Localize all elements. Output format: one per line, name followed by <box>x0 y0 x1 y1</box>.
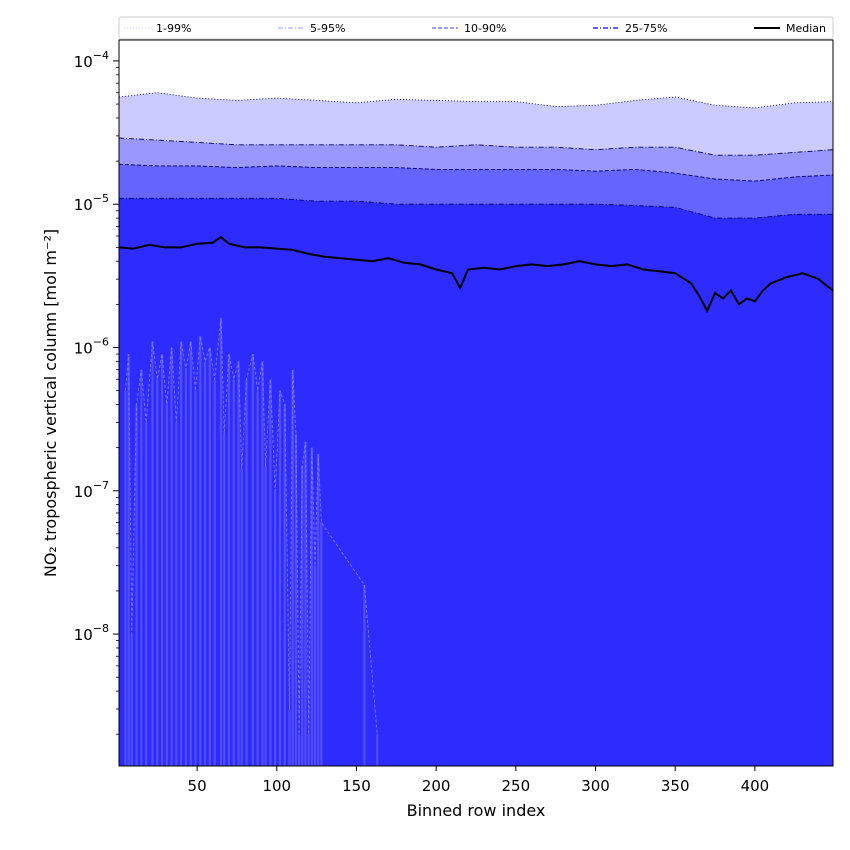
median-layer <box>119 235 833 314</box>
y-tick-label: 10−8 <box>74 622 109 644</box>
band-10-90-edge <box>119 163 833 182</box>
legend-label: 1-99% <box>156 22 191 35</box>
x-tick-label: 400 <box>741 777 770 795</box>
x-tick-label: 250 <box>502 777 531 795</box>
y-tick-label: 10−5 <box>74 192 109 214</box>
legend-label: 10-90% <box>464 22 506 35</box>
x-tick-label: 350 <box>661 777 690 795</box>
low-tail-spikes <box>124 318 379 766</box>
x-tick-label: 100 <box>262 777 291 795</box>
legend-item: 10-90% <box>432 22 506 35</box>
band-5-95-edge <box>119 137 833 156</box>
plot-frame <box>118 39 834 767</box>
x-axis: 50 100 150 200 250 300 350 400 <box>188 766 770 795</box>
x-tick-label: 200 <box>422 777 451 795</box>
band-25-75-edge <box>119 197 833 219</box>
legend-box <box>118 16 834 40</box>
band-25-75-fill <box>119 198 833 766</box>
y-tick-label: 10−6 <box>74 336 109 358</box>
x-axis-label: Binned row index <box>407 801 546 820</box>
y-axis: 10−8 10−7 10−6 10−5 10−4 <box>74 49 119 735</box>
legend: 1-99% 5-95% 10-90% 25-75% Median <box>118 16 834 40</box>
legend-item: 1-99% <box>124 22 191 35</box>
x-tick-label: 150 <box>342 777 371 795</box>
y-tick-label: 10−7 <box>74 479 109 501</box>
x-tick-label: 300 <box>581 777 610 795</box>
legend-item: Median <box>754 22 826 35</box>
y-axis-label: NO₂ tropospheric vertical column [mol m⁻… <box>41 229 60 577</box>
legend-item: 25-75% <box>593 22 667 35</box>
legend-label: 5-95% <box>310 22 345 35</box>
legend-item: 5-95% <box>278 22 345 35</box>
x-tick-label: 50 <box>188 777 207 795</box>
percentile-bands <box>119 92 833 766</box>
legend-label: 25-75% <box>625 22 667 35</box>
low-tail-line <box>124 318 378 735</box>
legend-label: Median <box>786 22 826 35</box>
median-line <box>119 235 833 314</box>
y-tick-label: 10−4 <box>74 49 109 71</box>
